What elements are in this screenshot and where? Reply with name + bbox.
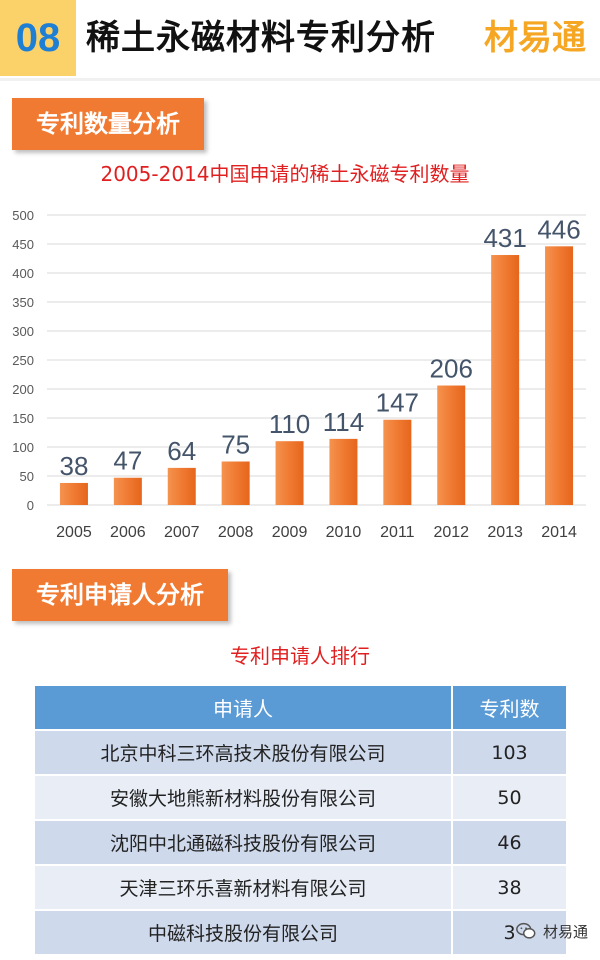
table-title: 专利申请人排行	[230, 644, 370, 668]
data-label: 206	[430, 354, 473, 384]
patent-count: 103	[491, 741, 528, 764]
section-label-applicants: 专利申请人分析	[12, 569, 228, 621]
bar	[383, 419, 412, 505]
x-tick-label: 2009	[272, 524, 308, 541]
chart-title: 2005-2014中国申请的稀土永磁专利数量	[100, 162, 470, 186]
header-patent-count: 专利数	[479, 697, 540, 721]
bar	[275, 441, 304, 505]
table-row: 沈阳中北通磁科技股份有限公司 46	[35, 821, 566, 864]
data-label: 110	[269, 409, 310, 439]
y-tick-label: 500	[12, 208, 34, 223]
x-tick-label: 2008	[218, 524, 254, 541]
data-label: 47	[113, 446, 142, 476]
y-tick-label: 400	[12, 266, 34, 281]
x-tick-label: 2010	[326, 524, 362, 541]
x-tick-label: 2011	[380, 524, 415, 541]
y-tick-label: 300	[12, 324, 34, 339]
y-tick-label: 450	[12, 237, 34, 252]
bar	[329, 438, 358, 505]
bar	[59, 482, 88, 505]
page-title: 稀土永磁材料专利分析	[86, 18, 436, 58]
watermark: 材易通	[515, 920, 588, 942]
data-label: 38	[59, 451, 88, 481]
y-tick-label: 0	[27, 498, 34, 513]
data-label: 147	[376, 388, 419, 418]
bar	[545, 246, 574, 505]
applicant-name: 沈阳中北通磁科技股份有限公司	[35, 821, 453, 864]
bar	[437, 385, 466, 505]
applicant-name: 北京中科三环高技术股份有限公司	[35, 731, 453, 774]
x-tick-label: 2005	[56, 524, 92, 541]
y-tick-label: 100	[12, 440, 34, 455]
patent-count: 50	[497, 786, 522, 809]
page-header: 08 稀土永磁材料专利分析 材易通	[0, 0, 600, 81]
bar-chart: 0 50 100 150 200 250 300 350 400 450 500 38 2005 47 20…	[12, 208, 586, 541]
bar	[221, 461, 250, 505]
y-tick-label: 250	[12, 353, 34, 368]
applicant-name: 中磁科技股份有限公司	[35, 911, 453, 954]
y-tick-label: 350	[12, 295, 34, 310]
brand-logo-text: 材易通	[484, 18, 586, 58]
applicant-table: 申请人 专利数 北京中科三环高技术股份有限公司 103 安徽大地熊新材料股份有限…	[35, 686, 566, 954]
y-tick-label: 50	[20, 469, 34, 484]
header-divider	[0, 78, 600, 81]
table-row: 天津三环乐喜新材料有限公司 38	[35, 866, 566, 909]
x-tick-label: 2012	[433, 524, 469, 541]
data-label: 431	[483, 223, 526, 253]
table-row: 中磁科技股份有限公司 3	[35, 911, 566, 954]
x-tick-label: 2013	[487, 524, 523, 541]
data-label: 64	[167, 436, 196, 466]
patent-count: 3	[503, 921, 516, 944]
applicant-name: 天津三环乐喜新材料有限公司	[35, 866, 453, 909]
bar	[167, 467, 196, 505]
wechat-icon	[516, 922, 536, 939]
patent-count: 46	[497, 831, 522, 854]
x-tick-label: 2006	[110, 524, 146, 541]
y-tick-label: 150	[12, 411, 34, 426]
data-label: 75	[221, 430, 250, 460]
bar	[491, 255, 520, 505]
section-label-patent-count: 专利数量分析	[12, 98, 204, 150]
section-number: 08	[0, 0, 76, 76]
table-row: 北京中科三环高技术股份有限公司 103	[35, 731, 566, 774]
x-tick-label: 2007	[164, 524, 200, 541]
patent-count: 38	[497, 876, 522, 899]
applicant-name: 安徽大地熊新材料股份有限公司	[35, 776, 453, 819]
data-label: 114	[323, 407, 364, 437]
header-applicant: 申请人	[35, 686, 453, 729]
data-label: 446	[537, 214, 580, 244]
x-tick-label: 2014	[541, 524, 577, 541]
watermark-text: 材易通	[542, 922, 588, 941]
bar	[113, 477, 142, 505]
y-tick-label: 200	[12, 382, 34, 397]
table-header-row: 申请人 专利数	[35, 686, 566, 729]
table-row: 安徽大地熊新材料股份有限公司 50	[35, 776, 566, 819]
